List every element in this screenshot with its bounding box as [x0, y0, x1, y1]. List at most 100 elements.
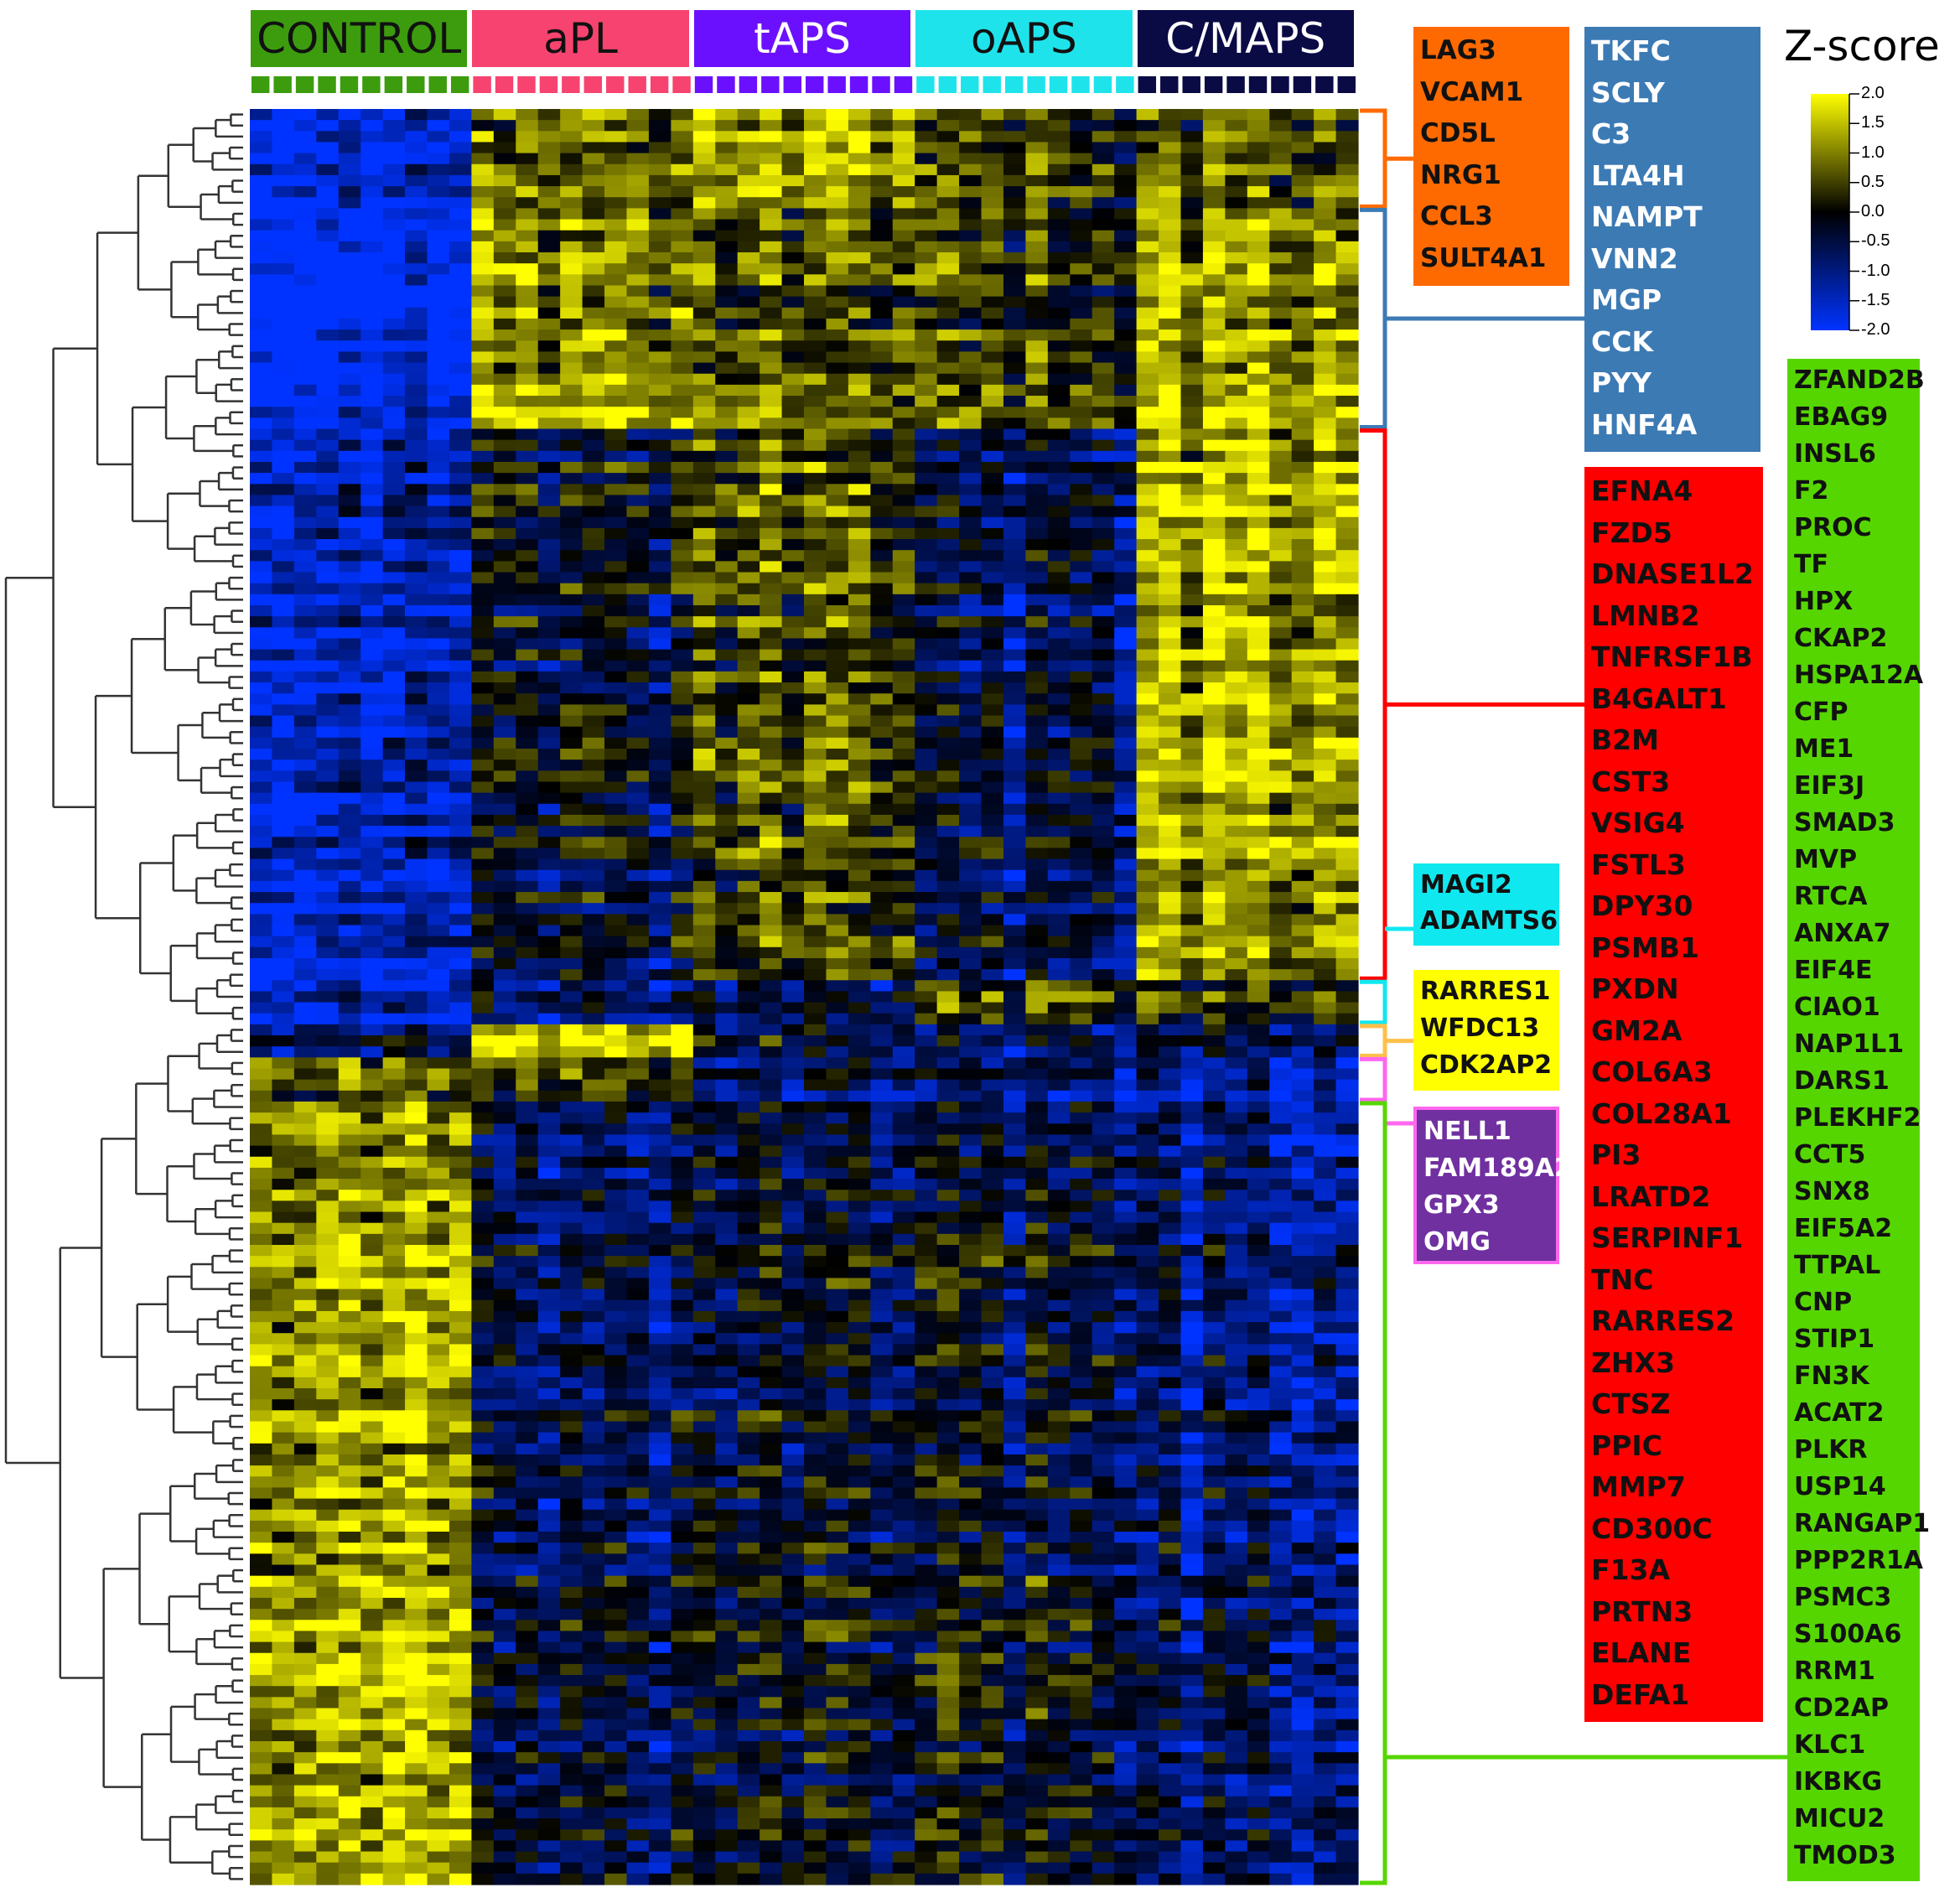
heatmap-cell	[427, 373, 450, 386]
heatmap-cell	[360, 1013, 384, 1025]
heatmap-cell	[1091, 163, 1115, 176]
sample-marker	[983, 76, 1001, 93]
heatmap-cell	[648, 638, 671, 651]
heatmap-cell	[1136, 616, 1159, 628]
heatmap-cell	[1003, 572, 1026, 584]
heatmap-cell	[405, 1101, 428, 1113]
heatmap-cell	[250, 208, 273, 220]
heatmap-cell	[626, 241, 650, 253]
heatmap-cell	[781, 539, 805, 551]
heatmap-cell	[626, 660, 650, 672]
heatmap-cell	[427, 351, 450, 364]
heatmap-cell	[360, 1123, 384, 1136]
heatmap-cell	[1091, 1057, 1115, 1070]
heatmap-cell	[760, 969, 783, 981]
heatmap-cell	[1159, 439, 1182, 452]
heatmap-cell	[1025, 516, 1049, 529]
heatmap-cell	[1159, 362, 1182, 375]
heatmap-cell	[427, 781, 450, 794]
heatmap-cell	[737, 142, 760, 154]
heatmap-cell	[471, 407, 495, 418]
heatmap-cell	[1335, 461, 1359, 474]
heatmap-cell	[848, 903, 871, 915]
heatmap-cell	[715, 208, 739, 220]
heatmap-cell	[1291, 638, 1314, 651]
heatmap-cell	[715, 704, 739, 717]
heatmap-cell	[516, 848, 539, 860]
heatmap-cell	[981, 219, 1004, 231]
heatmap-cell	[360, 1035, 384, 1047]
heatmap-cell	[826, 781, 849, 794]
heatmap-cell	[493, 142, 516, 154]
heatmap-cell	[1003, 1079, 1026, 1092]
heatmap-cell	[959, 362, 983, 375]
heatmap-cell	[1136, 539, 1159, 551]
heatmap-cell	[826, 726, 849, 739]
heatmap-cell	[338, 384, 361, 397]
heatmap-cell	[870, 848, 894, 860]
heatmap-cell	[338, 991, 361, 1003]
heatmap-cell	[1202, 516, 1226, 529]
heatmap-cell	[981, 163, 1004, 176]
heatmap-cell	[427, 1024, 450, 1036]
heatmap-cell	[715, 991, 739, 1003]
heatmap-cell	[715, 407, 739, 418]
heatmap-cell	[1070, 417, 1093, 430]
heatmap-cell	[692, 197, 716, 209]
heatmap-cell	[671, 903, 694, 915]
heatmap-cell	[892, 957, 915, 970]
heatmap-cell	[1202, 461, 1226, 474]
heatmap-cell	[892, 638, 915, 651]
heatmap-cell	[892, 946, 915, 959]
heatmap-cell	[892, 936, 915, 948]
heatmap-cell	[272, 450, 295, 463]
heatmap-cell	[737, 1002, 760, 1014]
heatmap-cell	[1180, 1145, 1204, 1158]
heatmap-cell	[1335, 858, 1359, 871]
heatmap-cell	[1091, 495, 1115, 507]
heatmap-cell	[1291, 241, 1314, 253]
heatmap-cell	[1247, 1134, 1270, 1147]
heatmap-cell	[382, 583, 406, 595]
heatmap-cell	[405, 649, 428, 661]
heatmap-cell	[1091, 1167, 1115, 1180]
heatmap-cell	[870, 1167, 894, 1180]
heatmap-cell	[626, 527, 650, 540]
heatmap-cell	[360, 473, 384, 485]
heatmap-cell	[1202, 197, 1226, 209]
heatmap-cell	[760, 604, 783, 617]
heatmap-cell	[338, 274, 361, 287]
heatmap-cell	[427, 604, 450, 617]
heatmap-cell	[1180, 329, 1204, 341]
heatmap-cell	[316, 109, 340, 121]
heatmap-cell	[715, 329, 739, 341]
heatmap-cell	[293, 936, 317, 948]
heatmap-cell	[1047, 351, 1071, 364]
heatmap-cell	[1202, 274, 1226, 287]
heatmap-cell	[981, 120, 1004, 132]
heatmap-cell	[915, 163, 938, 176]
heatmap-cell	[1159, 869, 1182, 882]
heatmap-cell	[1225, 1156, 1248, 1169]
heatmap-cell	[1159, 174, 1182, 187]
heatmap-cell	[959, 351, 983, 364]
heatmap-cell	[1070, 826, 1093, 837]
heatmap-cell	[338, 230, 361, 242]
heatmap-cell	[582, 142, 605, 154]
heatmap-cell	[826, 439, 849, 452]
heatmap-cell	[604, 682, 628, 694]
heatmap-cell	[382, 561, 406, 573]
heatmap-cell	[293, 925, 317, 937]
heatmap-cell	[781, 340, 805, 353]
heatmap-cell	[1314, 417, 1337, 430]
heatmap-cell	[781, 1123, 805, 1136]
heatmap-cell	[1269, 1079, 1293, 1092]
heatmap-cell	[1202, 506, 1226, 518]
heatmap-cell	[250, 936, 273, 948]
heatmap-cell	[250, 241, 273, 253]
heatmap-cell	[427, 903, 450, 915]
heatmap-cell	[1159, 671, 1182, 683]
heatmap-cell	[360, 1068, 384, 1081]
heatmap-cell	[626, 318, 650, 330]
heatmap-cell	[604, 329, 628, 341]
